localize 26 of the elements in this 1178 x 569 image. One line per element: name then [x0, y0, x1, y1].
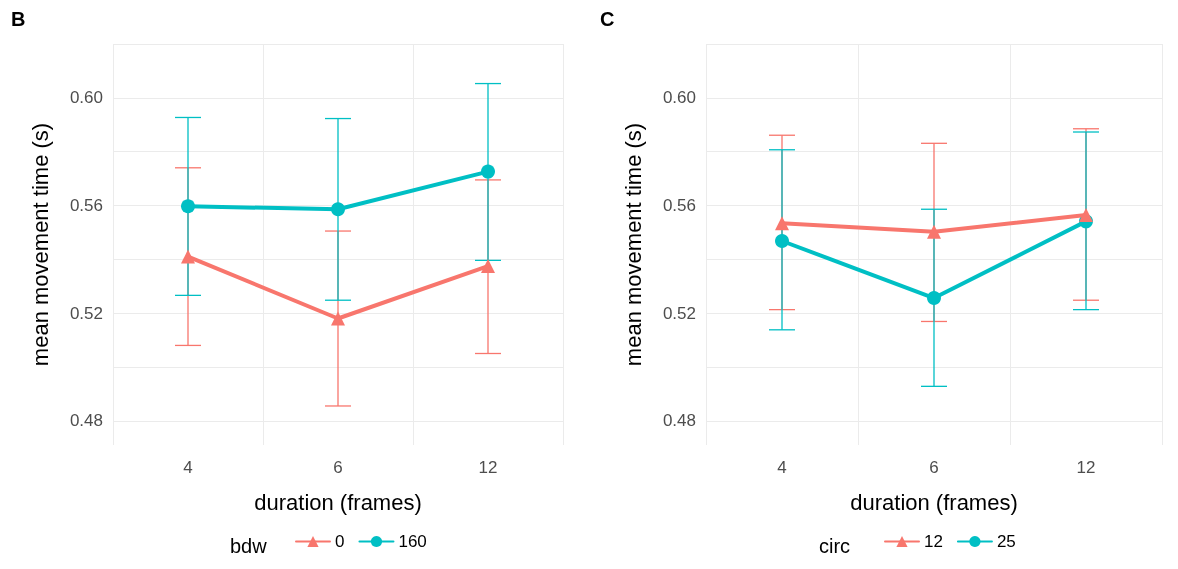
legend-label: 12: [924, 532, 943, 551]
legend-label: 160: [398, 532, 427, 551]
chart-title: B: [11, 8, 26, 30]
y-tick-label: 0.56: [662, 195, 696, 215]
legend-label: 0: [335, 532, 345, 551]
x-tick-label: 12: [1076, 458, 1096, 477]
y-tick-label: 0.48: [662, 411, 696, 431]
y-tick-label: 0.60: [662, 88, 696, 108]
y-tick-label: 0.52: [69, 303, 103, 323]
y-tick-label: 0.60: [69, 88, 103, 108]
legend-label: 25: [996, 532, 1016, 551]
y-tick-label: 0.52: [662, 303, 696, 323]
y-tick-label: 0.56: [69, 195, 103, 215]
y-tick-label: 0.48: [69, 411, 103, 431]
legend-title: bdw: [230, 535, 268, 557]
x-axis-title: duration (frames): [850, 489, 1018, 515]
y-axis-title: mean movement time (s): [27, 122, 53, 367]
x-tick-label: 12: [478, 458, 498, 477]
x-tick-label: 6: [929, 458, 939, 477]
x-tick-label: 4: [183, 458, 193, 477]
x-axis-title: duration (frames): [254, 489, 422, 515]
x-tick-label: 4: [777, 458, 787, 477]
x-tick-label: 6: [333, 458, 343, 477]
chart-title: C: [600, 8, 615, 30]
legend-title: circ: [819, 535, 851, 557]
y-axis-title: mean movement time (s): [620, 122, 646, 367]
